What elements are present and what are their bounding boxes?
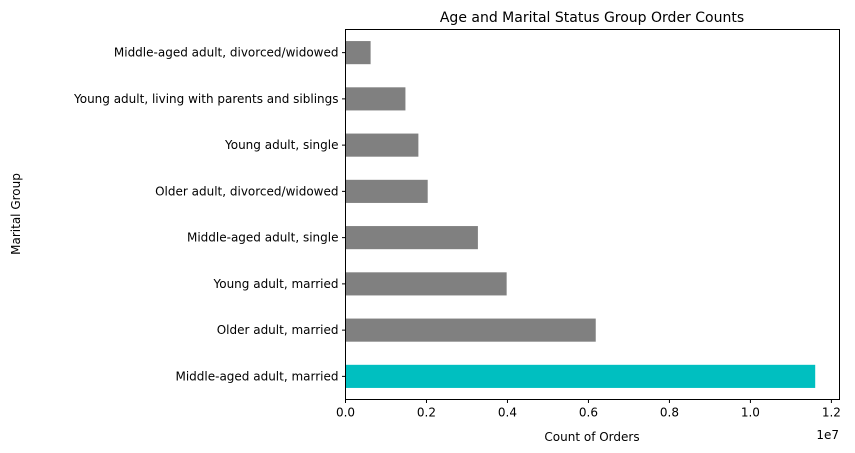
- bar-1: [345, 318, 596, 342]
- bars-group: [345, 41, 816, 388]
- x-axis-offset-label: 1e7: [816, 428, 839, 442]
- y-tick-label-1: Older adult, married: [217, 323, 339, 337]
- plot-frame: [345, 29, 840, 400]
- y-tick-label-2: Young adult, married: [213, 277, 339, 291]
- bar-0: [345, 364, 816, 388]
- x-axis-label: Count of Orders: [544, 430, 639, 444]
- y-tick-label-4: Older adult, divorced/widowed: [155, 184, 338, 198]
- bar-6: [345, 87, 406, 111]
- bar-5: [345, 133, 419, 157]
- chart-title: Age and Marital Status Group Order Count…: [440, 10, 744, 26]
- bar-4: [345, 179, 428, 203]
- x-ticks-group: 0.0 0.2 0.4 0.6 0.8 1.0 1.2: [336, 399, 841, 420]
- x-tick-label-3: 0.6: [579, 406, 598, 420]
- x-tick-label-4: 0.8: [660, 406, 679, 420]
- bar-7: [345, 41, 371, 65]
- y-tick-label-5: Young adult, single: [224, 138, 339, 152]
- x-tick-label-1: 0.2: [417, 406, 436, 420]
- x-tick-label-6: 1.2: [822, 406, 841, 420]
- bar-3: [345, 226, 478, 250]
- y-tick-label-6: Young adult, living with parents and sib…: [73, 92, 339, 106]
- x-tick-label-0: 0.0: [336, 406, 355, 420]
- bar-2: [345, 272, 507, 296]
- y-ticks-group: Middle-aged adult, married Older adult, m…: [73, 46, 346, 383]
- y-tick-label-3: Middle-aged adult, single: [187, 231, 339, 245]
- y-axis-label: Marital Group: [9, 173, 23, 255]
- x-tick-label-5: 1.0: [741, 406, 760, 420]
- x-tick-label-2: 0.4: [498, 406, 517, 420]
- y-tick-label-7: Middle-aged adult, divorced/widowed: [114, 46, 339, 60]
- y-tick-label-0: Middle-aged adult, married: [175, 369, 338, 383]
